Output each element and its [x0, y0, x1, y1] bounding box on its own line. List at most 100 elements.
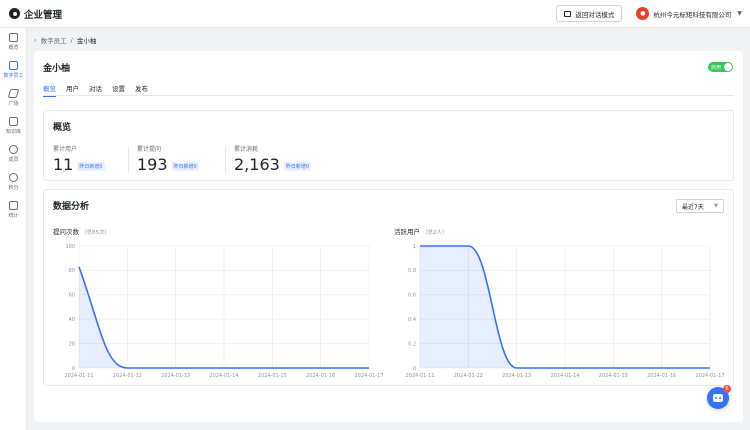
sidebar: 概览 数字员工 广场 知识库 成员 积分 统计: [0, 28, 27, 430]
x-tick-label: 2024-01-17: [354, 373, 383, 379]
y-tick-label: 0: [413, 366, 416, 372]
y-tick-label: 0.4: [408, 317, 416, 323]
sidebar-item-stats[interactable]: 统计: [0, 196, 27, 224]
y-tick-label: 0.6: [408, 293, 416, 299]
sidebar-item-label: 数字员工: [3, 73, 24, 79]
top-bar: 企业管理 返回对话模式 ● 杭州今元标矩科技有限公司 ▼: [0, 0, 750, 28]
sidebar-item-label: 成员: [8, 157, 19, 163]
breadcrumb: ‹ 数字员工 / 金小柚: [34, 35, 100, 45]
sidebar-item-label: 统计: [8, 213, 19, 219]
plaza-icon: [7, 89, 20, 98]
chart-active-users-title: 活跃用户 （总2人）: [394, 226, 448, 236]
knowledge-icon: [9, 117, 18, 126]
stat-value: 2,163: [234, 155, 280, 174]
robot-icon: [9, 61, 18, 70]
sidebar-item-digital-employee[interactable]: 数字员工: [0, 56, 27, 84]
stat-label: 累计提问: [137, 146, 162, 153]
stat-label: 累计用户: [53, 146, 78, 153]
app-logo[interactable]: 企业管理: [9, 7, 62, 21]
y-tick-label: 80: [69, 268, 75, 274]
x-tick-label: 2024-01-11: [405, 373, 434, 379]
chevron-down-icon: ▼: [737, 10, 742, 17]
stats-icon: [9, 201, 18, 210]
chart-questions-title: 提问次数 （总85次）: [53, 226, 110, 236]
analysis-panel: 数据分析 最近7天 ▼ 提问次数 （总85次） 0 20 40 60 80 100 2024-…: [43, 189, 734, 386]
series-area: [79, 266, 369, 368]
back-to-chat-button[interactable]: 返回对话模式: [556, 5, 623, 22]
assistant-fab-button[interactable]: 6: [707, 385, 731, 409]
logo-icon: [9, 8, 20, 19]
chart-subtitle: （总2人）: [422, 230, 448, 236]
sidebar-item-label: 知识库: [5, 129, 21, 135]
y-tick-label: 1: [413, 244, 416, 250]
tab-publish[interactable]: 发布: [135, 85, 148, 93]
stat-divider: [225, 147, 226, 173]
sidebar-item-label: 概览: [8, 45, 19, 51]
x-tick-label: 2024-01-16: [306, 373, 335, 379]
x-tick-label: 2024-01-12: [454, 373, 483, 379]
stat-total-users: 累计用户 11 昨日新增0: [53, 144, 105, 173]
x-tick-label: 2024-01-13: [502, 373, 531, 379]
sidebar-item-points[interactable]: 积分: [0, 168, 27, 196]
app-title: 企业管理: [24, 9, 63, 21]
x-tick-label: 2024-01-15: [258, 373, 287, 379]
x-tick-label: 2024-01-12: [113, 373, 142, 379]
breadcrumb-current: 金小柚: [76, 37, 97, 45]
active-users-chart: 0 0.2 0.4 0.6 0.8 1 2024-01-11 2024-01-12 2024-0…: [405, 244, 724, 379]
enable-toggle[interactable]: 启用: [708, 62, 733, 72]
robot-icon: [713, 394, 723, 402]
sidebar-item-overview[interactable]: 概览: [0, 28, 27, 56]
back-to-chat-label: 返回对话模式: [575, 10, 615, 19]
notification-badge: 6: [723, 385, 731, 393]
tab-overview[interactable]: 概览: [43, 83, 56, 97]
stat-value: 11: [53, 155, 74, 174]
org-switcher[interactable]: ● 杭州今元标矩科技有限公司 ▼: [636, 7, 742, 20]
y-tick-label: 40: [69, 317, 75, 323]
agent-detail-card: 金小柚 启用 概览 用户 对话 设置 发布 概览 累计用户 11 昨日新增0 累…: [34, 51, 743, 422]
y-tick-label: 0.2: [408, 341, 416, 347]
sidebar-item-members[interactable]: 成员: [0, 140, 27, 168]
y-tick-label: 60: [69, 293, 75, 299]
member-icon: [9, 145, 18, 154]
sidebar-item-plaza[interactable]: 广场: [0, 84, 27, 112]
points-icon: [9, 173, 18, 182]
tab-settings[interactable]: 设置: [112, 85, 125, 93]
tab-users[interactable]: 用户: [66, 85, 79, 93]
chevron-down-icon: ▼: [714, 203, 718, 209]
stat-badge: 昨日新增0: [171, 162, 199, 171]
tab-divider: [43, 95, 734, 96]
chart-title-text: 活跃用户: [394, 228, 420, 236]
y-tick-label: 100: [65, 244, 75, 250]
y-tick-label: 0.8: [408, 268, 416, 274]
org-avatar: ●: [636, 7, 650, 20]
series-line: [78, 266, 369, 369]
overview-panel: 概览 累计用户 11 昨日新增0 累计提问 193 昨日新增0 累计消耗 2,1…: [43, 110, 734, 181]
y-tick-label: 20: [69, 341, 75, 347]
overview-icon: [9, 33, 18, 42]
breadcrumb-separator: /: [70, 36, 73, 44]
stat-badge: 昨日新增0: [283, 162, 311, 171]
overview-title: 概览: [53, 123, 72, 133]
breadcrumb-parent[interactable]: 数字员工: [40, 37, 67, 45]
x-tick-label: 2024-01-16: [647, 373, 676, 379]
x-tick-label: 2024-01-11: [64, 373, 93, 379]
series-area: [420, 246, 710, 368]
stat-total-consumption: 累计消耗 2,163 昨日新增0: [234, 144, 311, 173]
sidebar-item-label: 积分: [8, 185, 19, 191]
stat-label: 累计消耗: [234, 146, 259, 153]
sidebar-item-knowledge[interactable]: 知识库: [0, 112, 27, 140]
analysis-title: 数据分析: [53, 202, 90, 212]
page-title: 金小柚: [43, 64, 71, 74]
questions-chart: 0 20 40 60 80 100 2024-01-11 2024-01-12 2024-01-…: [64, 244, 383, 379]
chart-title-text: 提问次数: [53, 228, 79, 236]
stat-value: 193: [137, 155, 168, 174]
date-range-select[interactable]: 最近7天 ▼: [676, 199, 724, 213]
back-arrow-icon[interactable]: ‹: [34, 36, 37, 44]
tab-bar: 概览 用户 对话 设置 发布: [43, 83, 158, 97]
tab-conversations[interactable]: 对话: [89, 85, 102, 93]
y-tick-label: 0: [72, 366, 75, 372]
toggle-knob: [724, 63, 732, 71]
stat-divider: [128, 147, 129, 173]
stat-total-questions: 累计提问 193 昨日新增0: [137, 144, 199, 173]
stat-badge: 昨日新增0: [77, 162, 105, 171]
